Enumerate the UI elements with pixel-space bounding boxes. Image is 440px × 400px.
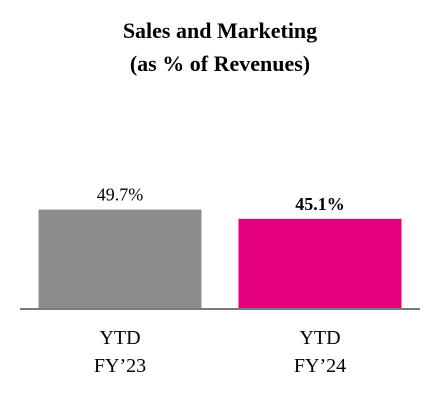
chart-title-line-2: (as % of Revenues) [130, 51, 310, 76]
bar-2 [238, 218, 402, 309]
bars-group [38, 209, 402, 309]
category-labels-group: YTD FY’23 YTD FY’24 [94, 327, 346, 377]
bar-1 [38, 209, 202, 309]
chart-title: Sales and Marketing (as % of Revenues) [123, 18, 317, 76]
category-label-2-line-2: FY’24 [294, 355, 346, 377]
value-label-2: 45.1% [295, 194, 345, 214]
category-label-1-line-1: YTD [99, 327, 140, 349]
value-labels-group: 49.7% 45.1% [97, 185, 345, 214]
value-label-1: 49.7% [97, 185, 144, 205]
category-label-1-line-2: FY’23 [94, 355, 146, 377]
category-label-2-line-1: YTD [299, 327, 340, 349]
chart-title-line-1: Sales and Marketing [123, 18, 317, 43]
